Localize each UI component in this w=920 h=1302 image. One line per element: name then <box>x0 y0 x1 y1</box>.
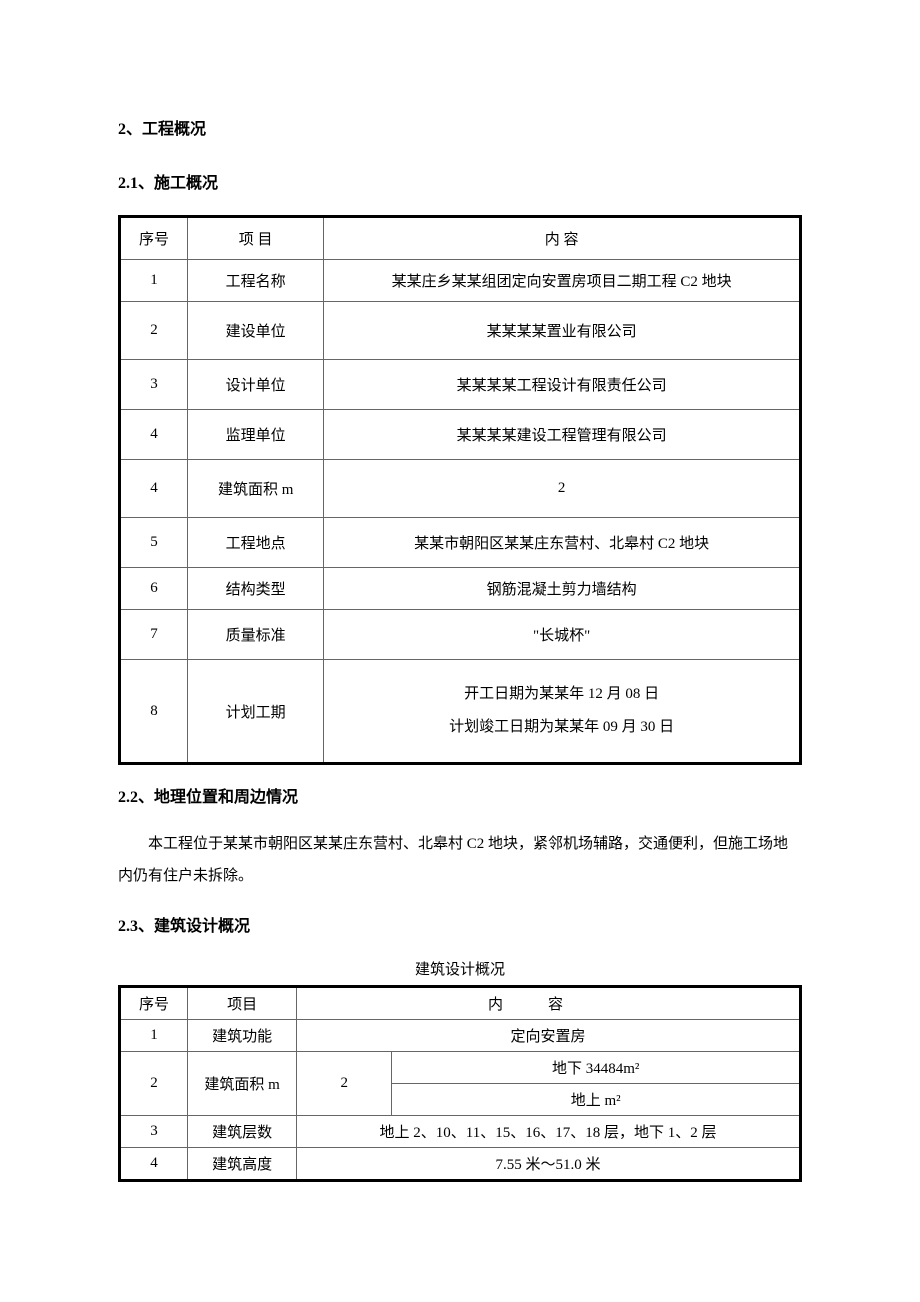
table-row: 4 建筑高度 7.55 米～51.0 米 <box>120 1148 801 1181</box>
table-row: 2 建设单位 某某某某置业有限公司 <box>120 302 801 360</box>
subsection-heading: 2.3、建筑设计概况 <box>118 912 802 936</box>
cell-content: 某某某某置业有限公司 <box>324 302 801 360</box>
cell-seq: 5 <box>120 518 188 568</box>
cell-seq: 7 <box>120 610 188 660</box>
cell-item: 建筑层数 <box>188 1116 297 1148</box>
cell-item: 建筑功能 <box>188 1020 297 1052</box>
subsection-heading: 2.2、地理位置和周边情况 <box>118 783 802 807</box>
header-cell-content: 内 容 <box>324 217 801 260</box>
cell-content: 定向安置房 <box>297 1020 801 1052</box>
cell-item: 工程名称 <box>188 260 324 302</box>
table-caption: 建筑设计概况 <box>118 958 802 979</box>
cell-content: 地下 34484m² <box>392 1052 801 1084</box>
cell-seq: 8 <box>120 660 188 764</box>
subsection-heading: 2.1、施工概况 <box>118 169 802 193</box>
construction-overview-table: 序号 项 目 内 容 1 工程名称 某某庄乡某某组团定向安置房项目二期工程 C2… <box>118 215 802 765</box>
table-row: 6 结构类型 钢筋混凝土剪力墙结构 <box>120 568 801 610</box>
cell-item: 建设单位 <box>188 302 324 360</box>
cell-item: 设计单位 <box>188 360 324 410</box>
table-row: 4 建筑面积 m 2 <box>120 460 801 518</box>
cell-content: 某某某某建设工程管理有限公司 <box>324 410 801 460</box>
cell-item: 计划工期 <box>188 660 324 764</box>
header-cell-item: 项目 <box>188 987 297 1020</box>
table-row: 5 工程地点 某某市朝阳区某某庄东营村、北皋村 C2 地块 <box>120 518 801 568</box>
table-row: 8 计划工期 开工日期为某某年 12 月 08 日 计划竣工日期为某某年 09 … <box>120 660 801 764</box>
body-paragraph: 本工程位于某某市朝阳区某某庄东营村、北皋村 C2 地块，紧邻机场辅路，交通便利，… <box>118 829 802 892</box>
table-header-row: 序号 项 目 内 容 <box>120 217 801 260</box>
cell-content: "长城杯" <box>324 610 801 660</box>
cell-content: 开工日期为某某年 12 月 08 日 计划竣工日期为某某年 09 月 30 日 <box>324 660 801 764</box>
cell-content-line: 开工日期为某某年 12 月 08 日 <box>332 678 791 711</box>
table-row: 2 建筑面积 m 2 地下 34484m² <box>120 1052 801 1084</box>
cell-item: 结构类型 <box>188 568 324 610</box>
table-header-row: 序号 项目 内容 <box>120 987 801 1020</box>
cell-content: 某某市朝阳区某某庄东营村、北皋村 C2 地块 <box>324 518 801 568</box>
cell-seq: 3 <box>120 1116 188 1148</box>
cell-item: 建筑面积 m <box>188 1052 297 1116</box>
cell-seq: 3 <box>120 360 188 410</box>
table-row: 3 建筑层数 地上 2、10、11、15、16、17、18 层，地下 1、2 层 <box>120 1116 801 1148</box>
cell-seq: 2 <box>120 1052 188 1116</box>
cell-item: 建筑面积 m <box>188 460 324 518</box>
cell-item: 建筑高度 <box>188 1148 297 1181</box>
cell-seq: 6 <box>120 568 188 610</box>
header-cell-content: 内容 <box>297 987 801 1020</box>
header-cell-item: 项 目 <box>188 217 324 260</box>
cell-content: 2 <box>324 460 801 518</box>
table-row: 3 设计单位 某某某某工程设计有限责任公司 <box>120 360 801 410</box>
cell-seq: 2 <box>120 302 188 360</box>
table-row: 1 建筑功能 定向安置房 <box>120 1020 801 1052</box>
cell-mid: 2 <box>297 1052 392 1116</box>
cell-content: 某某某某工程设计有限责任公司 <box>324 360 801 410</box>
cell-item: 质量标准 <box>188 610 324 660</box>
cell-seq: 1 <box>120 260 188 302</box>
cell-seq: 4 <box>120 1148 188 1181</box>
table-row: 1 工程名称 某某庄乡某某组团定向安置房项目二期工程 C2 地块 <box>120 260 801 302</box>
cell-item: 监理单位 <box>188 410 324 460</box>
cell-content: 某某庄乡某某组团定向安置房项目二期工程 C2 地块 <box>324 260 801 302</box>
architecture-design-table: 序号 项目 内容 1 建筑功能 定向安置房 2 建筑面积 m 2 地下 3448… <box>118 985 802 1182</box>
cell-content: 7.55 米～51.0 米 <box>297 1148 801 1181</box>
header-cell-seq: 序号 <box>120 987 188 1020</box>
section-heading: 2、工程概况 <box>118 115 802 139</box>
cell-seq: 4 <box>120 460 188 518</box>
cell-content-line: 计划竣工日期为某某年 09 月 30 日 <box>332 711 791 744</box>
header-cell-seq: 序号 <box>120 217 188 260</box>
cell-content: 钢筋混凝土剪力墙结构 <box>324 568 801 610</box>
cell-item: 工程地点 <box>188 518 324 568</box>
cell-content: 地上 2、10、11、15、16、17、18 层，地下 1、2 层 <box>297 1116 801 1148</box>
table-row: 4 监理单位 某某某某建设工程管理有限公司 <box>120 410 801 460</box>
cell-seq: 4 <box>120 410 188 460</box>
cell-seq: 1 <box>120 1020 188 1052</box>
cell-content: 地上 m² <box>392 1084 801 1116</box>
table-row: 7 质量标准 "长城杯" <box>120 610 801 660</box>
